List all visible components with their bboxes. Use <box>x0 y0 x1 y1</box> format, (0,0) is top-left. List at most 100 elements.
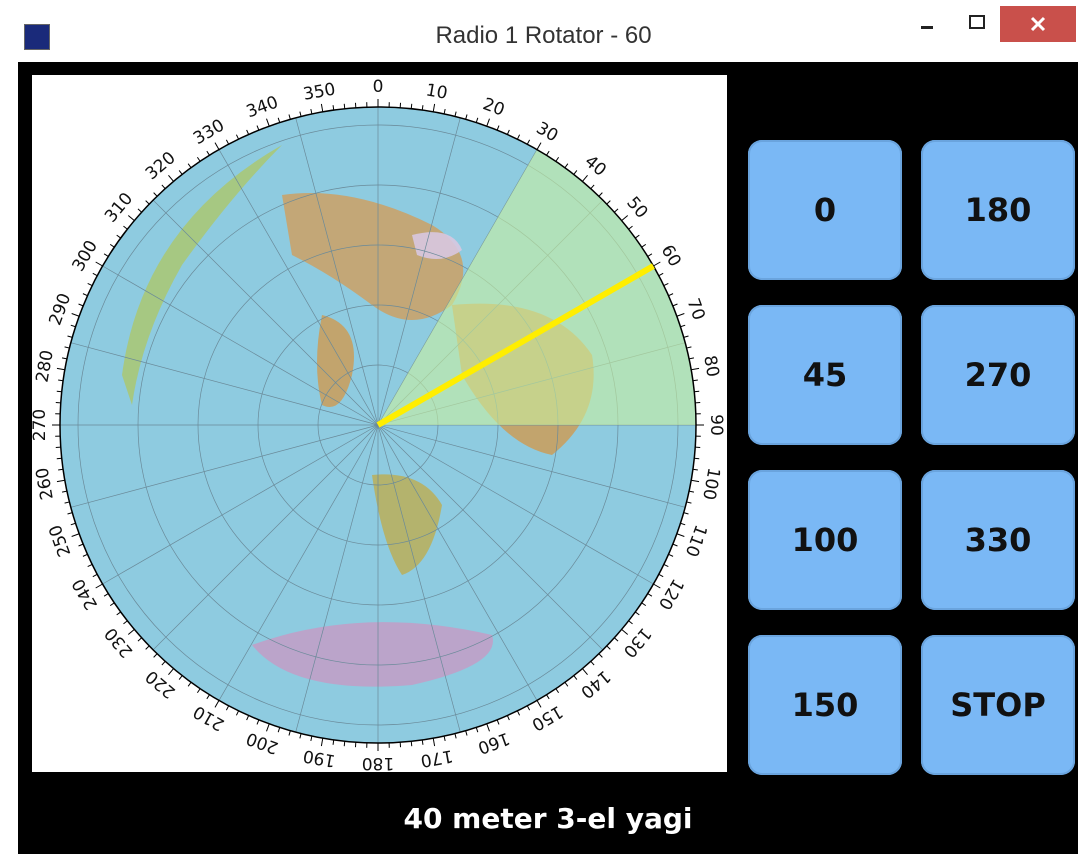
dial-tick <box>628 225 633 230</box>
dial-tick <box>161 184 166 190</box>
dial-label: 90 <box>706 414 726 436</box>
dial-label: 150 <box>528 701 566 735</box>
dial-tick <box>103 253 109 257</box>
dial-tick <box>196 688 201 694</box>
dial-tick <box>153 653 158 658</box>
graticule <box>377 424 654 585</box>
dial-tick <box>61 490 68 493</box>
dial-tick <box>628 620 633 625</box>
dial-tick <box>266 723 270 732</box>
dial-label: 140 <box>576 666 614 702</box>
dial-label: 190 <box>302 745 337 770</box>
preset-button[interactable]: STOP <box>921 635 1075 775</box>
dial-tick <box>153 192 158 197</box>
dial-tick <box>127 215 135 221</box>
dial-tick <box>694 390 700 393</box>
dial-label: 250 <box>45 522 75 559</box>
dial-tick <box>486 118 490 127</box>
landmass <box>122 145 282 405</box>
dial-tick <box>526 705 531 711</box>
dial-tick <box>536 700 542 708</box>
dial-tick <box>546 150 550 156</box>
dial-label: 50 <box>622 193 651 222</box>
dial-label: 180 <box>362 753 394 772</box>
dial-tick <box>676 533 685 537</box>
dial-tick <box>109 602 115 607</box>
maximize-button[interactable] <box>955 6 999 42</box>
dial-label: 40 <box>581 151 610 180</box>
dial-tick <box>58 468 64 471</box>
dial-tick <box>694 457 700 460</box>
dial-tick <box>320 103 324 112</box>
dial-tick <box>206 694 210 700</box>
dial-tick <box>680 522 686 526</box>
dial-tick <box>590 184 595 190</box>
dial-tick <box>56 457 62 460</box>
dial-tick <box>214 700 220 708</box>
preset-button[interactable]: 45 <box>748 305 902 445</box>
dial-tick <box>668 553 674 557</box>
dial-tick <box>516 710 521 716</box>
dial-tick <box>70 324 76 328</box>
dial-tick <box>95 261 103 267</box>
landmass <box>282 193 464 320</box>
dial-tick <box>506 129 510 135</box>
dial-tick <box>613 208 619 213</box>
dial-tick <box>465 114 468 120</box>
dial-tick <box>486 723 490 732</box>
dial-tick <box>56 367 65 371</box>
dial-tick <box>688 357 695 360</box>
preset-button[interactable]: 270 <box>921 305 1075 445</box>
preset-button[interactable]: 150 <box>748 635 902 775</box>
dial-label: 350 <box>302 79 337 104</box>
dial-tick <box>288 114 291 120</box>
dial-tick <box>564 681 569 687</box>
dial-tick <box>641 602 647 607</box>
dial-tick <box>546 694 550 700</box>
close-button[interactable] <box>1000 6 1076 42</box>
dial-tick <box>647 253 653 257</box>
dial-tick <box>506 715 510 721</box>
dial-tick <box>256 719 260 725</box>
dial-tick <box>178 170 183 175</box>
antenna-label: 40 meter 3-el yagi <box>403 802 693 835</box>
dial-tick <box>621 215 629 221</box>
dial-label: 220 <box>142 666 180 702</box>
preset-button[interactable]: 330 <box>921 470 1075 610</box>
dial-tick <box>137 637 143 642</box>
dial-tick <box>109 243 115 248</box>
dial-label: 200 <box>244 728 281 758</box>
heading-pointer <box>376 263 655 428</box>
dial-tick <box>421 105 424 111</box>
dial-tick <box>235 134 240 140</box>
graticule <box>152 199 379 426</box>
dial-label: 10 <box>424 80 449 103</box>
dial-label: 20 <box>480 94 507 120</box>
dial-tick <box>475 727 479 733</box>
landmass <box>372 474 442 575</box>
dial-tick <box>454 733 457 739</box>
dial-tick <box>310 735 313 742</box>
dial-tick <box>78 543 84 547</box>
dial-tick <box>658 272 664 277</box>
dial-tick <box>256 125 260 131</box>
graticule <box>218 149 379 426</box>
preset-button[interactable]: 180 <box>921 140 1075 280</box>
dial-label: 310 <box>101 189 137 227</box>
preset-button[interactable]: 100 <box>748 470 902 610</box>
dial-tick <box>606 645 611 650</box>
dial-tick <box>246 129 250 135</box>
minimize-button[interactable] <box>905 6 949 42</box>
dial-tick <box>56 479 65 483</box>
preset-button[interactable]: 0 <box>748 140 902 280</box>
dial-tick <box>235 710 240 716</box>
dial-tick <box>58 379 64 382</box>
dial-tick <box>683 335 689 338</box>
dial-tick <box>573 675 578 680</box>
dial-tick <box>123 620 128 625</box>
app-icon <box>24 24 50 50</box>
dial-tick <box>663 563 669 568</box>
window-title: Radio 1 Rotator - 60 <box>435 22 652 49</box>
